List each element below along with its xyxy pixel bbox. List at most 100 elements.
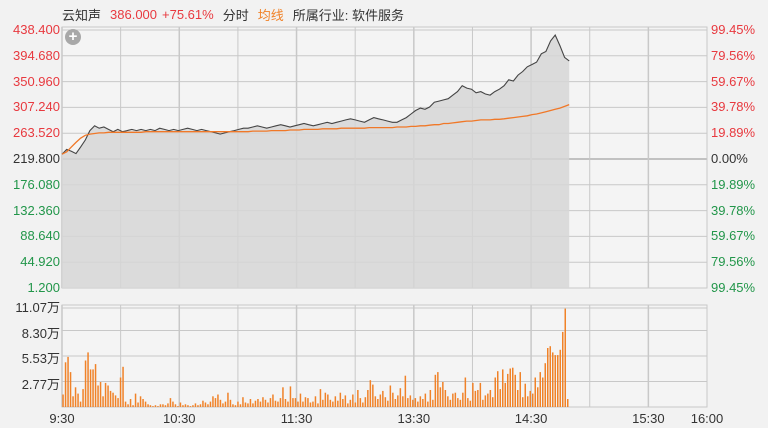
volume-bar xyxy=(229,399,232,407)
volume-bar xyxy=(514,374,516,407)
volume-bar xyxy=(72,396,74,407)
volume-bar xyxy=(399,388,402,407)
volume-bar xyxy=(469,400,472,407)
volume-bar xyxy=(497,371,499,407)
volume-bar xyxy=(77,393,79,407)
volume-bar xyxy=(429,390,432,407)
volume-bar xyxy=(192,405,194,407)
volume-bar xyxy=(137,402,139,407)
volume-bar xyxy=(282,387,284,407)
volume-tick: 11.07万 xyxy=(15,300,60,315)
volume-bar xyxy=(562,331,564,407)
volume-bar xyxy=(524,383,526,407)
volume-bar xyxy=(337,400,339,407)
percent-tick: 79.56% xyxy=(711,254,756,270)
volume-bar xyxy=(119,377,122,407)
volume-bar xyxy=(89,369,92,407)
volume-bar xyxy=(489,390,492,407)
time-tick: 11:30 xyxy=(280,411,313,426)
volume-bar xyxy=(427,401,429,407)
volume-bar xyxy=(287,401,289,407)
volume-bar xyxy=(557,355,559,407)
volume-bar xyxy=(369,380,372,407)
volume-bar xyxy=(384,397,387,407)
volume-bar xyxy=(79,401,82,407)
volume-bar xyxy=(264,399,267,407)
volume-bar xyxy=(179,402,182,407)
price-tick: 44.920 xyxy=(20,254,60,270)
volume-bar xyxy=(114,395,117,407)
volume-bar xyxy=(219,399,222,407)
volume-bar xyxy=(389,385,392,407)
volume-bar xyxy=(87,352,89,407)
volume-bar xyxy=(567,399,569,407)
volume-bar xyxy=(439,387,442,407)
volume-bar xyxy=(434,374,437,407)
volume-bar xyxy=(154,405,157,407)
volume-bar xyxy=(374,396,377,407)
volume-bar xyxy=(502,369,504,407)
mode-label[interactable]: 分时 xyxy=(222,7,249,23)
volume-bar xyxy=(472,382,474,407)
volume-bar xyxy=(344,395,347,407)
price-tick: 438.400 xyxy=(13,22,60,37)
avg-price-line xyxy=(61,103,570,155)
volume-bar xyxy=(382,390,384,407)
volume-bar xyxy=(314,396,317,407)
volume-bar xyxy=(467,398,469,407)
volume-bar xyxy=(542,377,544,407)
volume-bar xyxy=(142,399,144,407)
industry-label[interactable]: 所属行业: 软件服务 xyxy=(292,7,404,23)
volume-bar xyxy=(244,402,247,407)
volume-bar xyxy=(277,401,279,407)
avg-line-legend[interactable]: 均线 xyxy=(257,7,284,23)
volume-bar xyxy=(394,399,397,407)
volume-bar xyxy=(252,403,254,407)
volume-bar xyxy=(342,399,344,407)
volume-bar xyxy=(387,400,389,407)
percent-tick: 59.67% xyxy=(711,73,756,89)
volume-bar xyxy=(107,385,109,407)
volume-bar xyxy=(334,396,337,407)
current-price: 386.000 xyxy=(110,6,158,22)
volume-bar xyxy=(412,399,414,407)
volume-bar xyxy=(199,404,202,407)
volume-bar xyxy=(247,403,249,407)
volume-bar xyxy=(532,393,534,407)
volume-bar xyxy=(327,394,329,407)
volume-bar xyxy=(177,406,179,407)
volume-bar xyxy=(419,396,422,407)
volume-bar xyxy=(102,396,104,407)
volume-bar xyxy=(554,355,556,407)
price-tick: 176.080 xyxy=(13,176,60,192)
plus-circle-icon[interactable]: + xyxy=(65,29,81,45)
volume-bar xyxy=(174,404,177,407)
volume-bar xyxy=(307,398,309,407)
volume-bar xyxy=(274,400,277,407)
volume-bar xyxy=(249,399,252,407)
volume-bar xyxy=(414,398,417,407)
volume-bar xyxy=(234,405,237,407)
volume-bar xyxy=(147,404,149,407)
volume-bar xyxy=(487,393,489,407)
volume-bar xyxy=(124,401,127,407)
volume-bar xyxy=(364,397,367,407)
volume-bar xyxy=(509,368,511,407)
volume-bar xyxy=(189,406,192,407)
volume-bar xyxy=(227,392,229,407)
volume-bar xyxy=(319,389,322,407)
price-tick: 350.960 xyxy=(13,73,60,89)
volume-bar xyxy=(224,401,227,407)
percent-tick: 59.67% xyxy=(711,228,756,244)
volume-bar xyxy=(449,399,452,407)
volume-bar xyxy=(539,372,541,407)
volume-bar xyxy=(552,352,554,407)
volume-bar xyxy=(92,369,94,407)
stock-name: 云知声 xyxy=(62,7,102,23)
volume-bar xyxy=(289,386,292,407)
volume-bar xyxy=(379,394,382,407)
volume-bar xyxy=(132,405,134,407)
volume-bar xyxy=(69,372,72,407)
volume-bar xyxy=(112,392,114,407)
